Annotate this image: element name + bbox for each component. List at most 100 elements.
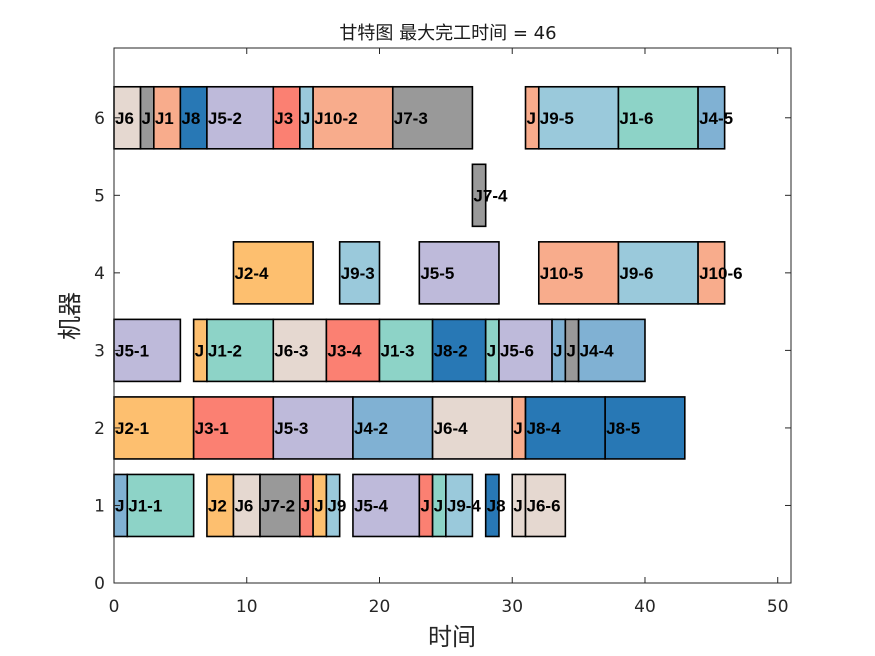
- x-tick-label: 0: [109, 597, 120, 617]
- x-axis: 0 10 20 30 40 50: [109, 48, 789, 617]
- task-bar-m3-32: [577, 318, 646, 383]
- task-bar-m6-9: [391, 85, 474, 150]
- task-bar-m1-49: [352, 473, 421, 538]
- x-tick-label: 10: [236, 597, 258, 617]
- y-tick-label: 3: [94, 341, 105, 361]
- task-label-m4-19: J9-6: [619, 264, 653, 283]
- plot-area-frame: [113, 47, 792, 584]
- task-bar-m4-17: [418, 241, 500, 305]
- task-bar-m2-35: [272, 396, 354, 460]
- y-axis: 0 1 2 3 4 5 6: [94, 109, 791, 594]
- task-bar-m1-53: [484, 473, 500, 538]
- task-label-m1-50: J: [420, 496, 429, 515]
- y-tick-label: 2: [94, 419, 105, 439]
- task-bar-m4-20: [697, 241, 726, 305]
- y-axis-label: 机器: [56, 292, 84, 340]
- task-label-m6-6: J3: [274, 109, 293, 128]
- x-tick-label: 50: [767, 597, 789, 617]
- task-label-m1-48: J9: [327, 496, 346, 515]
- task-bar-m3-29: [498, 318, 553, 383]
- task-bar-m6-8: [312, 85, 394, 150]
- task-label-m3-23: J1-2: [208, 341, 242, 360]
- task-label-m5-14: J7-4: [473, 186, 508, 205]
- task-label-m3-30: J: [553, 341, 562, 360]
- task-bar-m3-21: [113, 318, 182, 383]
- x-tick-label: 30: [501, 597, 523, 617]
- task-label-m6-9: J7-3: [394, 109, 428, 128]
- task-label-m6-10: J: [527, 109, 536, 128]
- task-label-m2-38: J: [513, 419, 522, 438]
- task-bar-m4-15: [232, 241, 314, 305]
- task-bar-m4-18: [537, 241, 620, 305]
- task-label-m6-8: J10-2: [314, 109, 357, 128]
- task-bar-m1-42: [126, 473, 195, 538]
- y-tick-label: 5: [94, 186, 105, 206]
- task-bar-m6-6: [272, 85, 301, 150]
- task-label-m3-22: J: [195, 341, 204, 360]
- task-bar-m2-36: [352, 396, 434, 460]
- task-label-m1-45: J7-2: [261, 496, 295, 515]
- task-bar-m1-52: [445, 473, 474, 538]
- task-bar-m6-3: [153, 85, 182, 150]
- task-label-m3-29: J5-6: [500, 341, 534, 360]
- task-label-m1-49: J5-4: [354, 496, 389, 515]
- task-label-m6-13: J4-5: [699, 109, 733, 128]
- task-bar-m3-23: [206, 318, 275, 383]
- task-label-m1-54: J: [513, 496, 522, 515]
- task-label-m2-33: J2-1: [115, 419, 149, 438]
- task-bar-m2-34: [192, 396, 275, 460]
- task-bar-m2-39: [524, 396, 606, 460]
- task-bar-m6-4: [179, 85, 208, 150]
- task-bar-m6-13: [697, 85, 726, 150]
- task-label-m2-40: J8-5: [606, 419, 640, 438]
- y-tick-label: 0: [94, 574, 105, 594]
- task-label-m3-31: J: [566, 341, 575, 360]
- bars-layer: [113, 85, 726, 538]
- task-label-m2-37: J6-4: [434, 419, 469, 438]
- task-label-m6-1: J6: [115, 109, 134, 128]
- task-label-m1-44: J6: [234, 496, 253, 515]
- task-bar-m4-16: [338, 241, 381, 305]
- task-bar-m2-37: [431, 396, 514, 460]
- task-label-m3-28: J: [487, 341, 496, 360]
- task-bar-m6-12: [617, 85, 699, 150]
- task-label-m6-2: J: [142, 109, 151, 128]
- task-bar-m1-43: [206, 473, 235, 538]
- task-bar-m4-19: [617, 241, 699, 305]
- y-tick-label: 4: [94, 264, 105, 284]
- task-label-m2-34: J3-1: [195, 419, 229, 438]
- y-tick-label: 6: [94, 109, 105, 129]
- task-label-m4-15: J2-4: [234, 264, 269, 283]
- task-label-m1-47: J: [314, 496, 323, 515]
- task-label-m1-52: J9-4: [447, 496, 482, 515]
- task-label-m1-42: J1-1: [128, 496, 162, 515]
- task-bar-m6-11: [537, 85, 620, 150]
- task-label-m2-35: J5-3: [274, 419, 308, 438]
- chart-title: 甘特图 最大完工时间 = 46: [339, 23, 556, 44]
- task-bar-m3-26: [378, 318, 434, 383]
- task-bar-m3-24: [272, 318, 328, 383]
- x-tick-label: 40: [634, 597, 656, 617]
- task-label-m2-39: J8-4: [527, 419, 562, 438]
- task-label-m4-20: J10-6: [699, 264, 742, 283]
- task-label-m3-27: J8-2: [434, 341, 468, 360]
- task-bar-m1-48: [325, 473, 341, 538]
- task-label-m6-5: J5-2: [208, 109, 242, 128]
- task-label-m6-11: J9-5: [540, 109, 574, 128]
- task-label-m1-51: J: [434, 496, 443, 515]
- task-label-m4-17: J5-5: [420, 264, 454, 283]
- task-bar-m1-45: [259, 473, 301, 538]
- task-bar-m5-14: [471, 163, 487, 228]
- task-label-m3-21: J5-1: [115, 341, 149, 360]
- task-label-m1-46: J: [301, 496, 310, 515]
- task-bar-m2-40: [604, 396, 686, 460]
- task-bar-m1-55: [524, 473, 567, 538]
- task-label-m1-43: J2: [208, 496, 227, 515]
- task-bar-m3-25: [325, 318, 381, 383]
- task-label-m6-3: J1: [155, 109, 174, 128]
- task-label-m6-4: J8: [181, 109, 200, 128]
- x-axis-label: 时间: [428, 623, 476, 651]
- task-label-m4-18: J10-5: [540, 264, 583, 283]
- task-label-m1-55: J6-6: [527, 496, 561, 515]
